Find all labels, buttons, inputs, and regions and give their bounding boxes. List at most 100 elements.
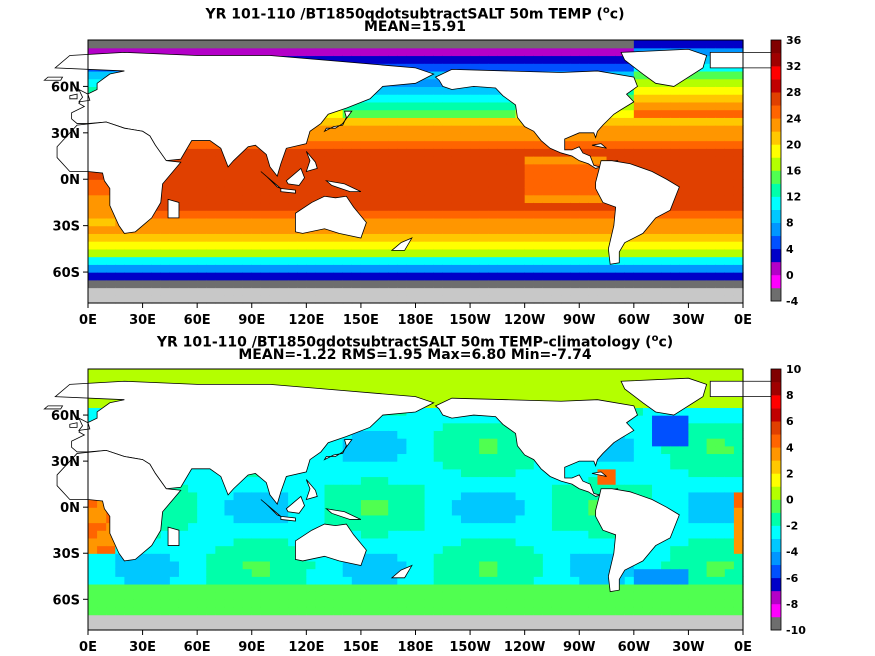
- field-cell: [643, 592, 653, 600]
- field-cell: [625, 592, 635, 600]
- field-cell: [716, 546, 726, 554]
- field-cell: [88, 515, 98, 523]
- field-cell: [352, 507, 362, 515]
- field-cell: [679, 423, 689, 431]
- field-cell: [443, 446, 453, 454]
- field-cell: [261, 569, 271, 577]
- field-cell: [588, 546, 598, 554]
- field-cell: [470, 561, 480, 569]
- field-cell: [679, 453, 689, 461]
- field-cell: [306, 500, 316, 508]
- field-cell: [434, 384, 444, 392]
- field-cell: [388, 615, 398, 623]
- field-cell: [707, 592, 717, 600]
- field-cell: [561, 584, 571, 592]
- field-cell: [425, 415, 435, 423]
- field-cell: [734, 569, 744, 577]
- field-cell: [406, 461, 416, 469]
- field-cell: [416, 377, 426, 385]
- field-cell: [661, 476, 671, 484]
- field-cell: [525, 576, 535, 584]
- field-cell: [734, 561, 744, 569]
- field-cell: [479, 476, 489, 484]
- field-cell: [152, 615, 162, 623]
- field-cell: [297, 592, 307, 600]
- field-cell: [506, 569, 516, 577]
- field-cell: [561, 576, 571, 584]
- field-cell: [661, 546, 671, 554]
- field-cell: [506, 500, 516, 508]
- field-cell: [488, 538, 498, 546]
- field-cell: [224, 553, 234, 561]
- field-cell: [206, 523, 216, 531]
- field-cell: [370, 569, 380, 577]
- field-cell: [707, 492, 717, 500]
- field-cell: [416, 615, 426, 623]
- field-cell: [698, 415, 708, 423]
- field-cell: [470, 476, 480, 484]
- field-cell: [388, 446, 398, 454]
- field-cell: [197, 615, 207, 623]
- field-cell: [416, 530, 426, 538]
- field-cell: [561, 377, 571, 385]
- field-cell: [688, 507, 698, 515]
- field-cell: [688, 584, 698, 592]
- field-cell: [698, 453, 708, 461]
- field-cell: [588, 592, 598, 600]
- field-cell: [406, 553, 416, 561]
- field-cell: [197, 569, 207, 577]
- field-cell: [543, 484, 553, 492]
- field-cell: [88, 569, 98, 577]
- field-cell: [288, 476, 298, 484]
- field-cell: [652, 476, 662, 484]
- field-cell: [461, 461, 471, 469]
- field-cell: [625, 469, 635, 477]
- field-cell: [470, 530, 480, 538]
- field-cell: [707, 530, 717, 538]
- field-cell: [634, 607, 644, 615]
- field-cell: [698, 507, 708, 515]
- field-cell: [315, 607, 325, 615]
- field-cell: [443, 584, 453, 592]
- field-cell: [488, 553, 498, 561]
- field-cell: [707, 569, 717, 577]
- field-cell: [379, 576, 389, 584]
- field-cell: [434, 446, 444, 454]
- field-cell: [397, 515, 407, 523]
- field-cell: [370, 384, 380, 392]
- field-cell: [343, 461, 353, 469]
- field-cell: [679, 569, 689, 577]
- field-cell: [643, 446, 653, 454]
- field-cell: [106, 592, 116, 600]
- field-cell: [416, 415, 426, 423]
- field-cell: [607, 592, 617, 600]
- field-cell: [133, 576, 143, 584]
- field-cell: [488, 438, 498, 446]
- field-cell: [434, 553, 444, 561]
- field-cell: [670, 415, 680, 423]
- field-cell: [552, 538, 562, 546]
- field-cell: [670, 430, 680, 438]
- field-cell: [279, 500, 289, 508]
- field-cell: [707, 500, 717, 508]
- field-cell: [279, 615, 289, 623]
- field-cell: [570, 500, 580, 508]
- field-cell: [370, 377, 380, 385]
- field-cell: [707, 561, 717, 569]
- field-cell: [488, 461, 498, 469]
- field-cell: [625, 576, 635, 584]
- field-cell: [379, 507, 389, 515]
- field-cell: [406, 607, 416, 615]
- field-cell: [497, 392, 507, 400]
- field-cell: [679, 515, 689, 523]
- field-cell: [215, 546, 225, 554]
- field-cell: [734, 369, 744, 377]
- field-cell: [579, 592, 589, 600]
- field-cell: [625, 476, 635, 484]
- field-cell: [661, 453, 671, 461]
- field-cell: [716, 592, 726, 600]
- field-cell: [434, 607, 444, 615]
- field-cell: [661, 599, 671, 607]
- field-cell: [497, 469, 507, 477]
- field-cell: [234, 530, 244, 538]
